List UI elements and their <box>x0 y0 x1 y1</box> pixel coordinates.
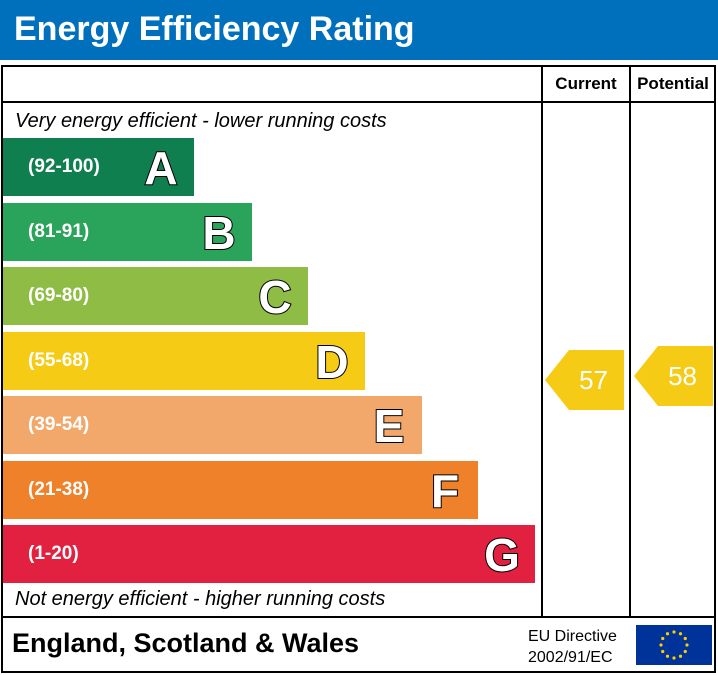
current-column-divider <box>541 67 543 617</box>
band-letter: C <box>257 270 292 324</box>
eu-star-icon <box>661 649 665 654</box>
band-letter-text: C <box>258 271 291 323</box>
band-letter: D <box>314 335 349 389</box>
page-title: Energy Efficiency Rating <box>14 10 415 48</box>
band-b: (81-91) B <box>3 202 252 261</box>
band-letter: F <box>430 464 460 518</box>
region-label: England, Scotland & Wales <box>12 628 360 658</box>
eu-star-icon <box>683 636 687 641</box>
band-range-label: (69-80) <box>28 285 90 306</box>
header-row-divider <box>3 101 714 103</box>
eu-directive-line1: EU Directive <box>528 628 617 645</box>
band-g: (1-20) G <box>3 525 535 583</box>
current-arrow-shape <box>545 350 624 410</box>
bottom-caption: Not energy efficient - higher running co… <box>15 588 386 610</box>
potential-column-header: Potential <box>637 74 709 93</box>
eu-flag-icon <box>636 625 712 665</box>
band-letter-text: D <box>315 336 348 388</box>
band-c: (69-80) C <box>3 267 308 325</box>
eu-directive-line2: 2002/91/EC <box>528 649 613 666</box>
band-letter: A <box>143 141 178 195</box>
potential-rating-value: 58 <box>668 361 697 391</box>
eu-star-icon <box>659 643 663 647</box>
rating-frame <box>1 65 716 673</box>
potential-column-divider <box>629 67 631 617</box>
header-bar: Energy Efficiency Rating <box>0 0 718 60</box>
band-range-label: (21-38) <box>28 478 90 500</box>
eu-directive: EU Directive 2002/91/EC <box>528 626 617 668</box>
band-letter-text: A <box>144 142 177 194</box>
top-caption: Very energy efficient - lower running co… <box>15 110 387 132</box>
band-letter-text: B <box>202 207 235 259</box>
band-range-label: (81-91) <box>28 220 90 242</box>
eu-star-icon <box>685 643 689 647</box>
band-letter: G <box>483 528 521 582</box>
band-letter-text: F <box>431 465 459 517</box>
band-range-label: (1-20) <box>28 543 79 564</box>
potential-rating-arrow: 58 <box>634 346 713 406</box>
band-letter: E <box>373 399 406 453</box>
eu-star-icon <box>665 632 670 636</box>
band-letter-text: E <box>374 400 405 452</box>
band-range-label: (39-54) <box>28 414 90 435</box>
eu-star-icon <box>683 649 687 654</box>
band-a: (92-100) A <box>3 138 194 196</box>
eu-star-icon <box>672 630 676 634</box>
band-letter: B <box>201 206 236 260</box>
band-range-label: (55-68) <box>28 349 90 371</box>
eu-star-icon <box>672 656 676 660</box>
footer-divider <box>3 616 714 618</box>
eu-star-icon <box>678 632 683 636</box>
band-d: (55-68) D <box>3 331 365 390</box>
current-rating-arrow: 57 <box>545 350 624 410</box>
eu-star-icon <box>661 636 665 641</box>
current-rating-value: 57 <box>579 365 608 395</box>
eu-star-icon <box>665 654 670 658</box>
band-f: (21-38) F <box>3 460 478 519</box>
band-letter-text: G <box>484 529 520 581</box>
eu-star-icon <box>678 654 683 658</box>
band-e: (39-54) E <box>3 396 422 454</box>
potential-arrow-shape <box>634 346 713 406</box>
band-range-label: (92-100) <box>28 156 100 177</box>
current-column-header: Current <box>555 74 617 93</box>
